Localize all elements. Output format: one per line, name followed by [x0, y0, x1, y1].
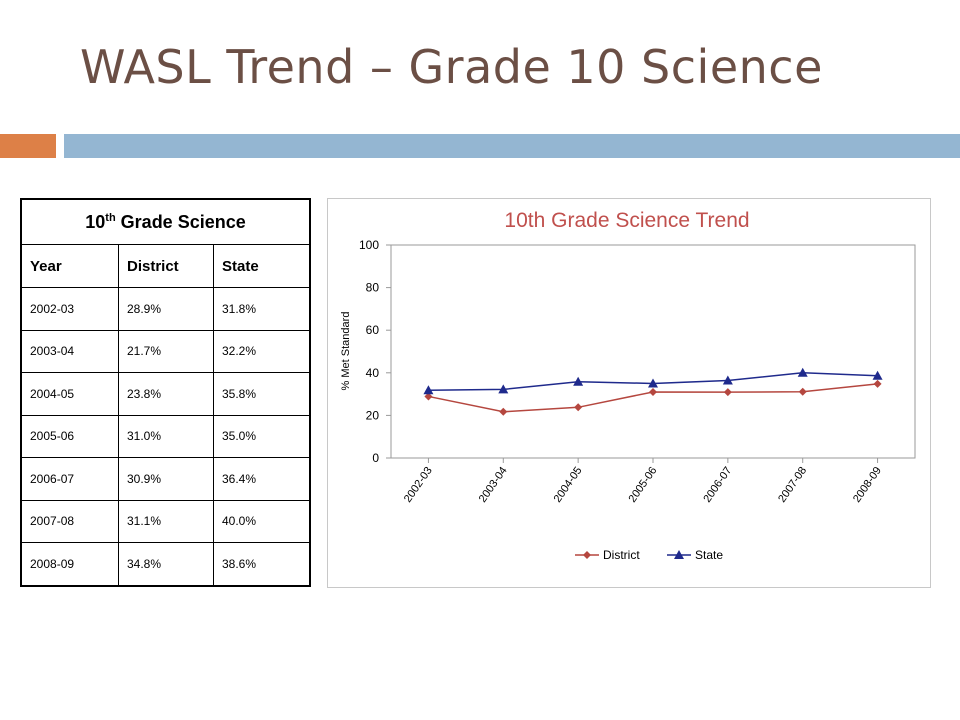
state-data-point — [498, 384, 509, 394]
y-axis-label: % Met Standard — [340, 312, 352, 391]
table-row: 2002-03 28.9% 31.8% — [20, 287, 311, 331]
caption-text: Grade Science — [115, 211, 246, 232]
state-cell: 31.8% — [213, 287, 311, 331]
accent-bar-blue — [64, 134, 960, 158]
state-legend-marker — [674, 550, 684, 559]
header-year: Year — [20, 244, 119, 288]
district-data-point — [723, 388, 732, 397]
district-cell: 21.7% — [118, 329, 214, 373]
state-data-point — [423, 385, 434, 395]
header-state: State — [213, 244, 311, 288]
state-cell: 40.0% — [213, 499, 311, 543]
state-cell: 32.2% — [213, 329, 311, 373]
district-data-point — [499, 407, 508, 416]
district-cell: 31.0% — [118, 414, 214, 458]
district-cell: 31.1% — [118, 499, 214, 543]
district-cell: 30.9% — [118, 457, 214, 501]
year-cell: 2007-08 — [20, 499, 119, 543]
state-data-point — [722, 375, 733, 385]
accent-bar-orange — [0, 134, 56, 158]
science-data-table: 10th Grade Science Year District State 2… — [20, 198, 311, 587]
district-cell: 28.9% — [118, 287, 214, 331]
table-row: 2008-09 34.8% 38.6% — [20, 542, 311, 586]
table-caption: 10th Grade Science — [20, 198, 311, 245]
table-row: 2007-08 31.1% 40.0% — [20, 499, 311, 543]
year-cell: 2002-03 — [20, 287, 119, 331]
state-legend-label: State — [695, 548, 723, 562]
district-cell: 34.8% — [118, 542, 214, 586]
chart-panel: 10th Grade Science Trend % Met Standard … — [327, 198, 931, 588]
table-row: 2003-04 21.7% 32.2% — [20, 329, 311, 373]
table-row: 2004-05 23.8% 35.8% — [20, 372, 311, 416]
district-legend-marker — [583, 551, 591, 559]
slide-title: WASL Trend – Grade 10 Science — [80, 40, 823, 94]
header-district: District — [118, 244, 214, 288]
year-cell: 2005-06 — [20, 414, 119, 458]
table-row: 2006-07 30.9% 36.4% — [20, 457, 311, 501]
state-cell: 35.8% — [213, 372, 311, 416]
state-data-point — [573, 376, 584, 386]
year-cell: 2003-04 — [20, 329, 119, 373]
district-data-point — [574, 403, 583, 412]
year-cell: 2008-09 — [20, 542, 119, 586]
chart-title: 10th Grade Science Trend — [504, 209, 749, 232]
state-cell: 38.6% — [213, 542, 311, 586]
district-legend-label: District — [603, 548, 640, 562]
chart-border — [327, 198, 931, 588]
y-tick-label: 80 — [366, 281, 380, 295]
state-cell: 36.4% — [213, 457, 311, 501]
state-data-point — [648, 378, 658, 388]
district-data-point — [798, 387, 807, 396]
district-data-point — [649, 387, 657, 396]
state-cell: 35.0% — [213, 414, 311, 458]
trend-chart: 10th Grade Science Trend % Met Standard … — [327, 198, 931, 588]
district-cell: 23.8% — [118, 372, 214, 416]
table-row: 2005-06 31.0% 35.0% — [20, 414, 311, 458]
y-tick-label: 60 — [366, 323, 380, 337]
district-data-point — [873, 379, 882, 388]
y-tick-label: 40 — [366, 366, 380, 380]
state-data-point — [797, 367, 808, 377]
y-tick-label: 20 — [366, 408, 380, 422]
y-tick-label: 100 — [359, 238, 379, 252]
year-cell: 2004-05 — [20, 372, 119, 416]
caption-number: 10 — [85, 211, 106, 232]
y-tick-label: 0 — [372, 451, 379, 465]
state-data-point — [872, 370, 883, 380]
caption-superscript: th — [105, 211, 116, 224]
district-data-point — [424, 392, 433, 401]
year-cell: 2006-07 — [20, 457, 119, 501]
